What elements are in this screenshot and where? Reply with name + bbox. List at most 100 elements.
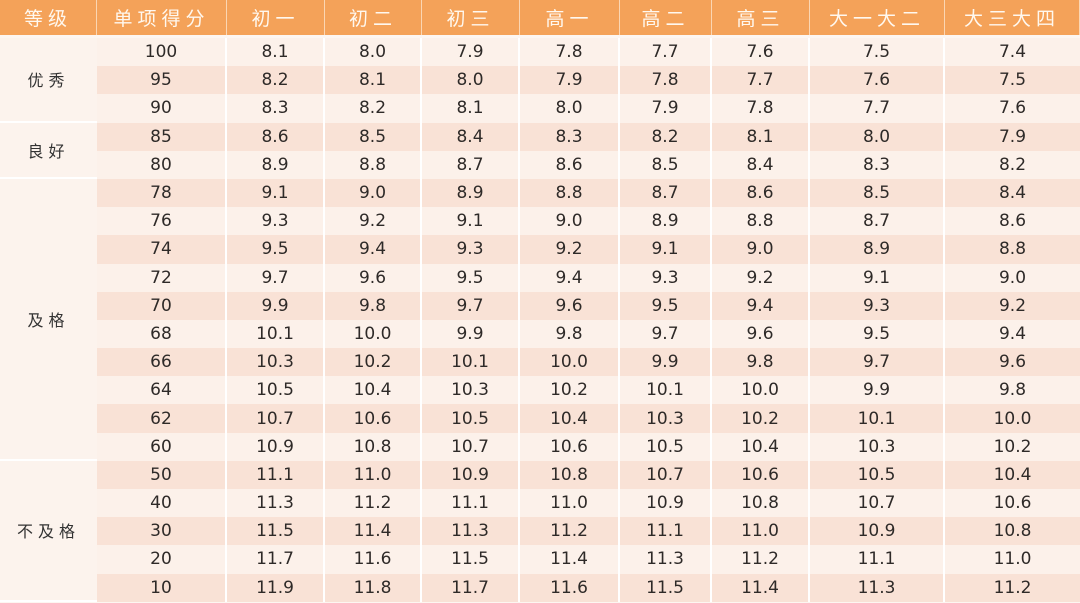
score-cell: 40: [97, 489, 227, 518]
time-cell: 7.8: [520, 38, 620, 67]
time-cell: 8.7: [810, 207, 945, 236]
time-cell: 8.9: [810, 235, 945, 264]
time-cell: 10.0: [520, 348, 620, 377]
header-senior-3: 高三: [712, 0, 810, 35]
score-cell: 80: [97, 150, 227, 179]
time-cell: 9.8: [325, 291, 422, 320]
time-cell: 8.4: [712, 150, 810, 179]
header-grade: 等级: [0, 0, 97, 35]
score-cell: 50: [97, 460, 227, 489]
time-cell: 8.8: [520, 178, 620, 208]
time-cell: 11.4: [520, 545, 620, 574]
time-cell: 10.1: [620, 376, 712, 405]
time-cell: 10.4: [712, 432, 810, 461]
time-cell: 9.2: [520, 235, 620, 264]
time-cell: 10.8: [325, 432, 422, 461]
time-cell: 7.6: [810, 66, 945, 95]
time-cell: 10.6: [520, 432, 620, 461]
score-cell: 70: [97, 291, 227, 320]
time-cell: 9.3: [810, 291, 945, 320]
time-cell: 10.4: [325, 376, 422, 405]
time-cell: 10.2: [945, 432, 1080, 461]
score-cell: 60: [97, 432, 227, 461]
time-cell: 10.6: [325, 404, 422, 433]
time-cell: 7.6: [945, 94, 1080, 123]
time-cell: 11.5: [422, 545, 520, 574]
time-cell: 9.1: [227, 178, 325, 208]
time-cell: 9.6: [712, 319, 810, 349]
time-cell: 11.5: [620, 573, 712, 602]
time-cell: 8.2: [620, 122, 712, 151]
time-cell: 9.9: [227, 291, 325, 320]
time-cell: 9.7: [227, 263, 325, 292]
time-cell: 10.9: [227, 432, 325, 461]
time-cell: 11.3: [227, 489, 325, 518]
time-cell: 8.1: [422, 94, 520, 123]
time-cell: 8.9: [422, 178, 520, 208]
time-cell: 10.9: [422, 460, 520, 489]
time-cell: 8.4: [422, 122, 520, 151]
time-cell: 11.1: [620, 517, 712, 546]
time-cell: 8.5: [620, 150, 712, 179]
time-cell: 9.3: [227, 207, 325, 236]
time-cell: 10.4: [520, 404, 620, 433]
time-cell: 9.9: [620, 348, 712, 377]
time-cell: 10.5: [620, 432, 712, 461]
score-cell: 20: [97, 545, 227, 574]
score-cell: 95: [97, 66, 227, 95]
time-cell: 11.2: [520, 517, 620, 546]
time-cell: 9.6: [520, 291, 620, 320]
score-cell: 62: [97, 404, 227, 433]
time-cell: 8.3: [810, 150, 945, 179]
time-cell: 10.2: [712, 404, 810, 433]
header-senior-1: 高一: [520, 0, 620, 35]
time-cell: 10.8: [520, 460, 620, 489]
time-cell: 10.5: [422, 404, 520, 433]
time-cell: 7.9: [422, 38, 520, 67]
time-cell: 9.0: [325, 178, 422, 208]
time-cell: 8.1: [227, 38, 325, 67]
time-cell: 9.4: [945, 319, 1080, 349]
time-cell: 8.2: [945, 150, 1080, 179]
time-cell: 7.9: [620, 94, 712, 123]
time-cell: 10.8: [712, 489, 810, 518]
time-cell: 7.8: [712, 94, 810, 123]
time-cell: 11.3: [422, 517, 520, 546]
score-cell: 64: [97, 376, 227, 405]
time-cell: 8.8: [712, 207, 810, 236]
time-cell: 8.0: [422, 66, 520, 95]
time-cell: 8.9: [620, 207, 712, 236]
grade-label: 良好: [0, 122, 97, 179]
time-cell: 11.7: [227, 545, 325, 574]
time-cell: 10.9: [810, 517, 945, 546]
time-cell: 10.2: [325, 348, 422, 377]
header-college-1-2: 大一大二: [810, 0, 945, 35]
time-cell: 10.3: [227, 348, 325, 377]
header-score: 单项得分: [97, 0, 227, 35]
score-cell: 90: [97, 94, 227, 123]
time-cell: 7.7: [712, 66, 810, 95]
time-cell: 7.6: [712, 38, 810, 67]
score-cell: 10: [97, 573, 227, 602]
time-cell: 9.1: [810, 263, 945, 292]
time-cell: 9.9: [810, 376, 945, 405]
score-cell: 78: [97, 178, 227, 208]
time-cell: 7.9: [520, 66, 620, 95]
time-cell: 9.1: [422, 207, 520, 236]
header-junior-1: 初一: [227, 0, 325, 35]
time-cell: 8.4: [945, 178, 1080, 208]
time-cell: 10.6: [945, 489, 1080, 518]
time-cell: 10.7: [620, 460, 712, 489]
time-cell: 10.8: [945, 517, 1080, 546]
time-cell: 8.1: [325, 66, 422, 95]
time-cell: 9.3: [422, 235, 520, 264]
time-cell: 11.3: [620, 545, 712, 574]
time-cell: 10.5: [810, 460, 945, 489]
time-cell: 11.1: [810, 545, 945, 574]
time-cell: 8.8: [325, 150, 422, 179]
time-cell: 10.7: [810, 489, 945, 518]
time-cell: 11.1: [422, 489, 520, 518]
time-cell: 10.0: [945, 404, 1080, 433]
time-cell: 9.5: [227, 235, 325, 264]
